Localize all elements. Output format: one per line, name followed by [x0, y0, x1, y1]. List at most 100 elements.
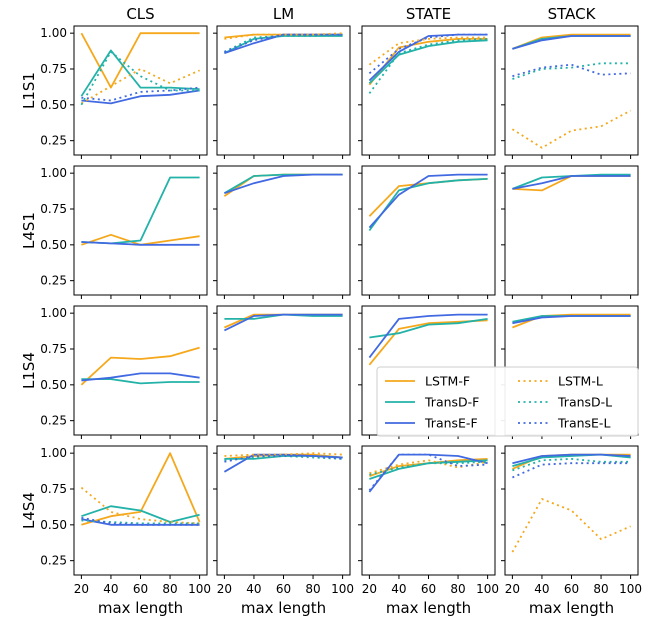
y-tick-label: 0.75	[40, 62, 67, 76]
x-tick-label: 60	[564, 582, 579, 596]
series-line-transe-l	[512, 462, 631, 479]
column-title-stack: STACK	[548, 5, 597, 23]
x-axis-label: max length	[98, 599, 183, 617]
series-line-transe-l	[224, 33, 343, 53]
panel-l1s4-cls: 0.25 0.50 0.75 1.00 L1S4	[20, 305, 208, 439]
series-group	[368, 453, 488, 493]
series-line-transe-l	[81, 516, 200, 526]
series-line-lstm-l	[511, 498, 631, 553]
row-label-l1s1: L1S1	[20, 72, 38, 109]
series-line-transd-l	[80, 50, 200, 106]
x-tick-label: 100	[331, 582, 354, 596]
panel-background	[505, 166, 638, 295]
panel-l4s4-cls: 0.25 0.50 0.75 1.00 20 40 60 80 100 L4S4 max lengt…	[20, 445, 211, 617]
legend-label-transd-l: TransD-L	[557, 395, 612, 410]
legend-label-transe-f: TransE-F	[424, 416, 478, 431]
series-group	[512, 173, 631, 192]
series-line-transe-f	[368, 173, 488, 229]
panel-l4s1-lm	[213, 165, 351, 299]
panel-l4s4-lm: 20 40 60 80 100 max length	[213, 445, 354, 617]
panel-l4s4-state: 20 40 60 80 100 max length	[358, 445, 499, 617]
series-group	[512, 313, 631, 329]
series-line-transd-f	[369, 318, 488, 339]
series-group	[80, 32, 200, 106]
series-line-transe-f	[224, 313, 343, 332]
y-tick-label: 0.50	[40, 518, 67, 532]
column-title-cls: CLS	[126, 5, 154, 23]
panel-l1s1-cls: 0.25 0.50 0.75 1.00 CLS L1S1	[20, 5, 208, 159]
series-line-transd-l	[368, 38, 488, 94]
panel-background	[505, 446, 638, 575]
series-line-transd-f	[368, 39, 488, 84]
y-tick-label: 1.00	[40, 166, 67, 180]
x-tick-label: 40	[391, 582, 406, 596]
panel-background	[505, 26, 638, 155]
legend-label-transe-l: TransE-L	[557, 416, 610, 431]
legend: LSTM-F TransD-F TransE-F LSTM-L TransD-L Tran…	[376, 366, 639, 437]
series-group	[511, 33, 632, 149]
legend-label-transd-f: TransD-F	[424, 395, 479, 410]
x-tick-label: 20	[505, 582, 520, 596]
panel-l4s1-state	[358, 165, 496, 299]
panel-background	[74, 306, 207, 435]
legend-label-lstm-f: LSTM-F	[425, 374, 470, 389]
panel-l4s1-cls: 0.25 0.50 0.75 1.00 L4S1	[20, 165, 208, 299]
x-tick-label: 40	[103, 582, 118, 596]
series-line-transd-f	[81, 505, 200, 523]
panel-l4s4-stack: 20 40 60 80 100 max length	[501, 445, 642, 617]
series-line-transd-f	[369, 459, 488, 480]
series-line-transe-l	[81, 86, 200, 102]
panel-background	[217, 306, 350, 435]
series-line-transe-f	[224, 173, 343, 195]
series-line-transe-f	[512, 315, 631, 325]
series-line-lstm-l	[511, 109, 632, 149]
panel-l1s1-stack: STACK	[501, 5, 639, 159]
panel-l1s4-lm	[213, 305, 351, 439]
series-group	[368, 313, 488, 366]
x-axis-label: max length	[241, 599, 326, 617]
series-line-transd-l	[512, 62, 631, 80]
x-axis-label: max length	[386, 599, 471, 617]
x-tick-label: 60	[276, 582, 291, 596]
series-line-transe-f	[512, 175, 631, 190]
series-group	[223, 173, 343, 197]
series-line-lstm-f	[80, 346, 200, 386]
panel-l1s1-state: STATE	[358, 5, 496, 159]
series-line-lstm-f	[81, 452, 201, 526]
y-tick-label: 0.75	[40, 342, 67, 356]
y-tick-label: 0.50	[40, 238, 67, 252]
column-title-lm: LM	[273, 5, 294, 23]
panel-l1s1-lm: LM	[213, 5, 351, 159]
panel-background	[74, 166, 207, 295]
series-group	[224, 32, 343, 55]
x-tick-label: 100	[188, 582, 211, 596]
row-label-l4s4: L4S4	[20, 492, 38, 529]
series-group	[368, 173, 488, 232]
y-tick-label: 0.25	[40, 554, 67, 568]
row-label-l1s4: L1S4	[20, 352, 38, 389]
x-tick-label: 20	[74, 582, 89, 596]
x-tick-label: 40	[534, 582, 549, 596]
series-group	[368, 33, 488, 94]
series-line-transd-l	[224, 33, 343, 53]
legend-label-lstm-l: LSTM-L	[558, 374, 603, 389]
x-tick-label: 60	[133, 582, 148, 596]
panel-background	[217, 26, 350, 155]
series-line-transd-f	[80, 49, 200, 97]
series-group	[80, 452, 201, 526]
series-line-transd-l	[512, 457, 631, 472]
x-tick-label: 40	[246, 582, 261, 596]
y-tick-label: 0.75	[40, 202, 67, 216]
x-tick-label: 20	[362, 582, 377, 596]
series-group	[511, 453, 631, 553]
x-tick-label: 60	[421, 582, 436, 596]
series-line-transd-f	[368, 178, 488, 232]
series-line-transe-l	[224, 455, 343, 463]
series-line-lstm-f	[368, 38, 488, 86]
series-line-transe-f	[512, 453, 631, 465]
x-tick-label: 20	[217, 582, 232, 596]
panel-background	[362, 166, 495, 295]
series-line-lstm-l	[80, 68, 200, 105]
y-tick-label: 0.25	[40, 134, 67, 148]
